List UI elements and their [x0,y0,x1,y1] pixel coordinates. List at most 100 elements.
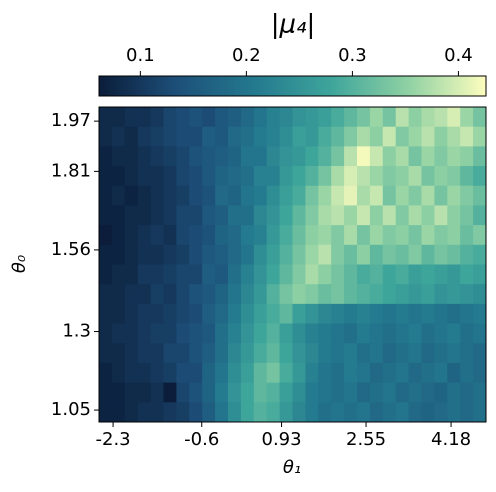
heatmap-cell [99,126,113,147]
heatmap-cell [99,166,113,187]
heatmap-cell [137,382,152,403]
heatmap-cell [434,362,448,384]
colorbar-tick-label: 0.2 [232,45,261,66]
heatmap-cell [421,382,435,403]
heatmap-cell [421,362,435,384]
heatmap-cell [99,382,113,403]
heatmap-cell [150,166,164,187]
heatmap-cell [447,225,461,246]
heatmap-cell [253,362,268,384]
heatmap-cell [176,323,190,344]
heatmap-cell [395,323,410,344]
heatmap-cell [318,126,332,147]
heatmap-cell [408,402,422,423]
heatmap-cell [395,205,410,226]
heatmap-cell [460,362,474,384]
heatmap-cell [344,205,358,226]
heatmap-cell [111,185,126,206]
heatmap-cell [215,146,229,167]
heatmap-cell [253,146,268,167]
heatmap-cell [305,343,319,364]
heatmap-cell [331,303,345,325]
heatmap-cell [292,225,306,246]
heatmap-cell [382,146,397,167]
heatmap-cell [163,284,177,305]
heatmap-cell [124,343,139,364]
heatmap-cell [305,244,319,265]
heatmap-cell [331,107,345,128]
heatmap-cell [331,343,345,364]
heatmap-cell [460,264,474,285]
heatmap-cell [228,323,242,344]
heatmap-cell [111,244,126,265]
heatmap-cell [137,205,152,226]
heatmap-cell [344,303,358,325]
heatmap-cell [189,323,203,344]
heatmap-cell [189,185,203,206]
heatmap-cell [395,303,410,325]
heatmap-cell [215,126,229,147]
heatmap-cell [228,343,242,364]
heatmap-cell [228,126,242,147]
heatmap-cell [421,185,435,206]
heatmap-cell [228,205,242,226]
heatmap-cell [318,343,332,364]
heatmap-cell [189,362,203,384]
heatmap-cell [99,284,113,305]
heatmap-cell [150,225,164,246]
heatmap-cell [434,284,448,305]
heatmap-cell [266,225,281,246]
heatmap-cell [228,146,242,167]
heatmap-cell [189,205,203,226]
heatmap-cell [434,166,448,187]
heatmap-cell [266,343,281,364]
heatmap-cell [305,126,319,147]
heatmap-cell [305,107,319,128]
heatmap-cell [447,323,461,344]
heatmap-cell [253,402,268,423]
heatmap-cell [163,382,177,403]
heatmap-cell [189,303,203,325]
heatmap-cell [240,146,255,167]
heatmap-cell [215,284,229,305]
heatmap-cell [176,244,190,265]
heatmap-cell [305,382,319,403]
heatmap-cell [137,343,152,364]
heatmap-cell [305,166,319,187]
heatmap-cell [124,146,139,167]
heatmap-cell [305,225,319,246]
heatmap-cell [292,402,306,423]
heatmap-cell [111,205,126,226]
heatmap-cell [124,244,139,265]
heatmap-cell [111,382,126,403]
heatmap-cell [408,107,422,128]
heatmap-cell [460,107,474,128]
heatmap-cell [111,166,126,187]
heatmap-cell [137,225,152,246]
heatmap-cell [189,107,203,128]
heatmap-cell [447,402,461,423]
heatmap-cell [99,323,113,344]
heatmap-cell [202,244,216,265]
heatmap-cell [395,382,410,403]
heatmap-cell [150,244,164,265]
heatmap-cell [150,264,164,285]
heatmap-cell [240,264,255,285]
heatmap-cell [253,166,268,187]
heatmap-cell [447,166,461,187]
heatmap-cell [447,244,461,265]
heatmap-cell [124,107,139,128]
heatmap-cell [369,402,384,423]
heatmap-cell [292,323,306,344]
heatmap-cell [305,284,319,305]
heatmap-cell [99,107,113,128]
heatmap-cell [279,284,293,305]
heatmap-cell [215,343,229,364]
heatmap-cell [137,362,152,384]
x-tick-label: -2.3 [96,429,131,450]
heatmap-cell [163,264,177,285]
heatmap-cell [228,185,242,206]
heatmap-cell [434,382,448,403]
heatmap-cell [318,107,332,128]
heatmap-cell [215,402,229,423]
